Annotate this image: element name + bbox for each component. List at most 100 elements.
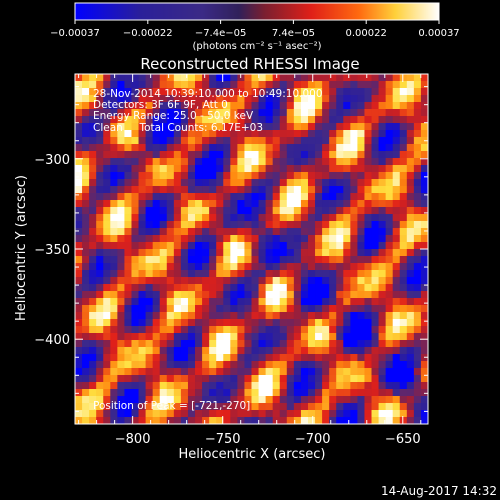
heatmap-cell	[209, 410, 217, 418]
heatmap-cell	[343, 417, 351, 425]
heatmap-cell	[202, 382, 210, 390]
heatmap-cell	[329, 214, 337, 222]
heatmap-cell	[258, 242, 267, 250]
heatmap-cell	[166, 221, 175, 229]
heatmap-cell	[82, 207, 90, 215]
heatmap-cell	[166, 298, 175, 306]
heatmap-cell	[187, 186, 196, 194]
heatmap-cell	[244, 354, 252, 362]
heatmap-cell	[124, 417, 132, 425]
heatmap-cell	[237, 88, 245, 96]
heatmap-cell	[216, 165, 224, 173]
heatmap-cell	[371, 410, 379, 418]
heatmap-cell	[152, 375, 161, 383]
heatmap-cell	[272, 95, 281, 103]
heatmap-cell	[223, 200, 231, 208]
heatmap-cell	[209, 214, 217, 222]
heatmap-cell	[96, 305, 104, 313]
heatmap-cell	[357, 109, 365, 117]
heatmap-cell	[364, 200, 372, 208]
heatmap-cell	[180, 207, 189, 215]
heatmap-cell	[300, 270, 309, 278]
heatmap-cell	[223, 193, 231, 201]
heatmap-cell	[364, 368, 372, 376]
heatmap-cell	[82, 158, 90, 166]
heatmap-cell	[166, 242, 175, 250]
heatmap-cell	[89, 74, 97, 82]
heatmap-cell	[315, 347, 323, 355]
heatmap-cell	[286, 235, 295, 243]
heatmap-cell	[159, 249, 168, 257]
heatmap-cell	[223, 410, 231, 418]
heatmap-cell	[265, 410, 274, 418]
heatmap-cell	[82, 179, 90, 187]
heatmap-cell	[237, 361, 245, 369]
heatmap-cell	[378, 137, 387, 145]
heatmap-cell	[350, 102, 358, 110]
heatmap-cell	[145, 221, 154, 229]
heatmap-cell	[315, 340, 323, 348]
heatmap-cell	[385, 200, 394, 208]
heatmap-cell	[103, 249, 111, 257]
heatmap-cell	[350, 270, 358, 278]
heatmap-cell	[251, 361, 259, 369]
heatmap-cell	[138, 242, 146, 250]
heatmap-cell	[209, 74, 217, 82]
heatmap-cell	[420, 417, 429, 425]
heatmap-cell	[350, 74, 358, 82]
heatmap-cell	[209, 319, 217, 327]
heatmap-cell	[223, 242, 231, 250]
heatmap-cell	[265, 333, 274, 341]
heatmap-cell	[124, 172, 132, 180]
heatmap-cell	[237, 340, 245, 348]
heatmap-cell	[286, 172, 295, 180]
heatmap-cell	[350, 291, 358, 299]
heatmap-cell	[357, 354, 365, 362]
heatmap-cell	[82, 151, 90, 159]
heatmap-cell	[195, 193, 203, 201]
heatmap-cell	[272, 410, 281, 418]
heatmap-cell	[152, 137, 161, 145]
heatmap-cell	[202, 81, 210, 89]
heatmap-cell	[124, 410, 132, 418]
heatmap-cell	[399, 347, 408, 355]
heatmap-cell	[96, 263, 104, 271]
heatmap-cell	[145, 277, 154, 285]
heatmap-cell	[293, 417, 302, 425]
heatmap-cell	[357, 172, 365, 180]
heatmap-cell	[315, 368, 323, 376]
heatmap-cell	[195, 95, 203, 103]
heatmap-cell	[195, 305, 203, 313]
heatmap-cell	[307, 319, 316, 327]
heatmap-cell	[237, 326, 245, 334]
heatmap-cell	[138, 361, 146, 369]
heatmap-cell	[420, 270, 429, 278]
heatmap-cell	[322, 312, 330, 320]
heatmap-cell	[406, 144, 415, 152]
heatmap-cell	[315, 256, 323, 264]
heatmap-cell	[279, 186, 288, 194]
heatmap-cell	[265, 235, 274, 243]
heatmap-cell	[223, 284, 231, 292]
heatmap-cell	[329, 326, 337, 334]
heatmap-cell	[75, 403, 83, 411]
heatmap-cell	[187, 382, 196, 390]
heatmap-cell	[82, 137, 90, 145]
heatmap-cell	[216, 242, 224, 250]
heatmap-cell	[110, 368, 118, 376]
heatmap-cell	[223, 221, 231, 229]
heatmap-cell	[82, 291, 90, 299]
heatmap-cell	[244, 235, 252, 243]
heatmap-cell	[82, 214, 90, 222]
heatmap-cell	[152, 116, 161, 124]
heatmap-cell	[315, 228, 323, 236]
heatmap-cell	[117, 270, 125, 278]
heatmap-cell	[124, 200, 132, 208]
heatmap-cell	[279, 305, 288, 313]
heatmap-cell	[195, 88, 203, 96]
heatmap-cell	[187, 354, 196, 362]
heatmap-cell	[216, 270, 224, 278]
heatmap-cell	[152, 123, 161, 131]
heatmap-cell	[223, 214, 231, 222]
heatmap-cell	[75, 270, 83, 278]
